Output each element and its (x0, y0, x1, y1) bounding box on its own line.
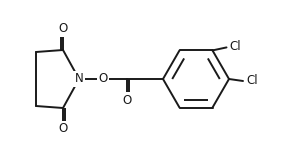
Text: Cl: Cl (246, 75, 258, 87)
Text: N: N (75, 73, 83, 86)
Text: O: O (98, 73, 108, 86)
Text: Cl: Cl (229, 40, 241, 53)
Text: O: O (58, 122, 67, 135)
Text: O: O (58, 22, 67, 35)
Text: O: O (122, 94, 132, 106)
